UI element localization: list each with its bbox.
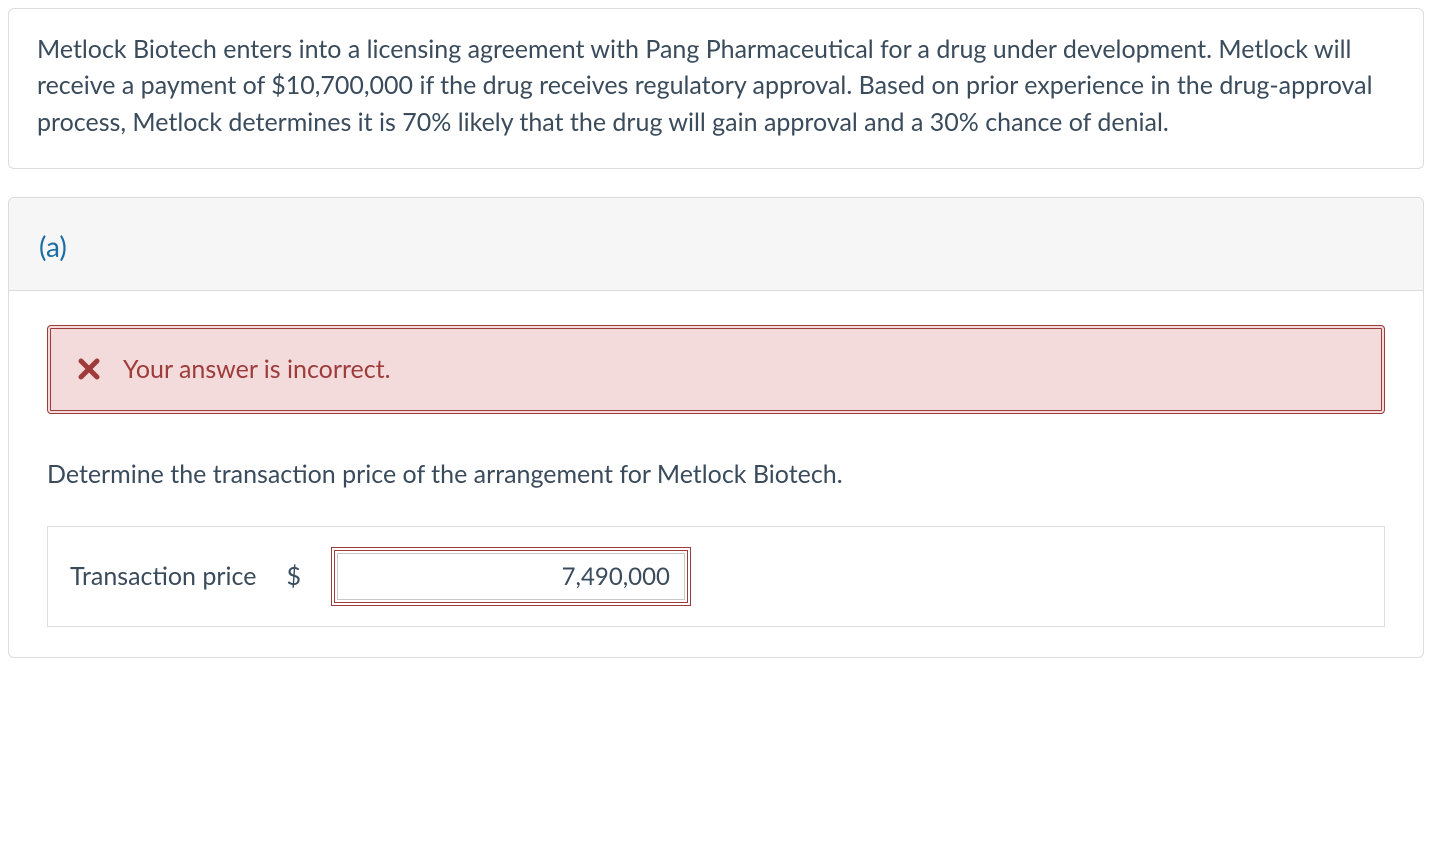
part-label: (a) — [39, 229, 67, 263]
part-panel: (a) Your answer is incorrect. Determine … — [8, 197, 1424, 658]
x-icon — [77, 357, 101, 381]
part-header: (a) — [9, 198, 1423, 292]
answer-row: Transaction price $ — [47, 526, 1385, 627]
feedback-message: Your answer is incorrect. — [123, 351, 391, 387]
question-panel: Metlock Biotech enters into a licensing … — [8, 8, 1424, 169]
part-body: Your answer is incorrect. Determine the … — [9, 291, 1423, 657]
answer-input-wrap — [331, 547, 691, 606]
feedback-incorrect: Your answer is incorrect. — [47, 325, 1385, 413]
currency-sign: $ — [286, 558, 301, 594]
transaction-price-input[interactable] — [337, 553, 685, 600]
part-prompt: Determine the transaction price of the a… — [47, 456, 1385, 492]
answer-label: Transaction price — [70, 558, 256, 594]
question-text: Metlock Biotech enters into a licensing … — [9, 9, 1423, 168]
